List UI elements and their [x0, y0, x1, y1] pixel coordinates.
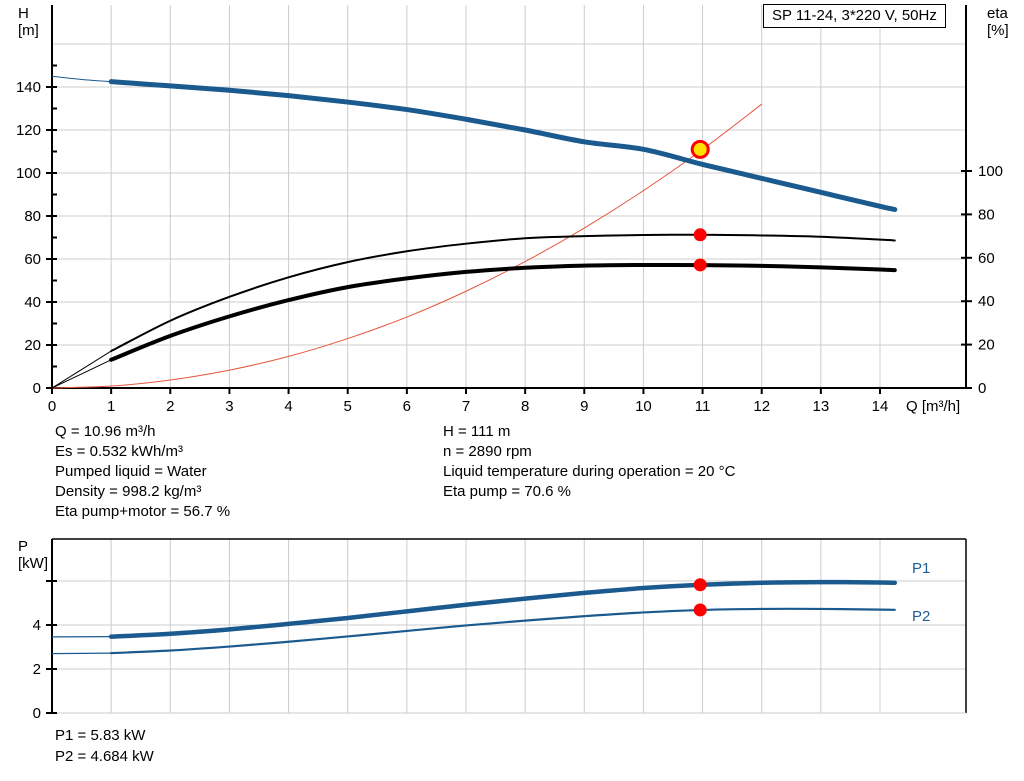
footer-p1: P1 = 5.83 kW	[55, 727, 146, 744]
eta-pump-point[interactable]	[693, 228, 707, 242]
p2-curve-label: P2	[912, 608, 931, 625]
flow-tick-label: 14	[872, 398, 889, 415]
curve-eta pump-leadin	[51, 350, 112, 389]
flow-tick-label: 10	[635, 398, 652, 415]
eta-tick-label: 100	[978, 163, 1003, 180]
flow-tick-label: 9	[580, 398, 588, 415]
power-axis-ticks: 0 2 4	[33, 580, 57, 722]
info-right-3: Eta pump = 70.6 %	[443, 483, 571, 500]
flow-axis-label: Q [m³/h]	[906, 398, 961, 415]
curve-eta pump	[110, 233, 896, 353]
flow-tick-label: 12	[753, 398, 770, 415]
info-right-2: Liquid temperature during operation = 20…	[443, 463, 736, 480]
info-left-1: Es = 0.532 kWh/m³	[55, 443, 183, 460]
power-tick-label: 4	[33, 617, 41, 634]
power-tick-label: 2	[33, 661, 41, 678]
eta-pump-motor-point[interactable]	[693, 258, 707, 272]
curve-P2	[110, 607, 896, 655]
info-right-1: n = 2890 rpm	[443, 443, 532, 460]
gridlines	[52, 5, 966, 388]
head-tick-label: 60	[24, 251, 41, 268]
flow-tick-label: 5	[344, 398, 352, 415]
info-right-0: H = 111 m	[443, 423, 511, 440]
flow-tick-label: 1	[107, 398, 115, 415]
flow-tick-label: 3	[225, 398, 233, 415]
power-plot: 0 2 4	[33, 538, 967, 722]
flow-tick-label: 0	[48, 398, 56, 415]
gridlines	[52, 539, 966, 713]
info-left-4: Eta pump+motor = 56.7 %	[55, 503, 231, 520]
duty-point[interactable]	[690, 139, 710, 159]
footer-p2: P2 = 4.684 kW	[55, 748, 154, 765]
curve-eta pump+motor	[109, 262, 897, 362]
eta-tick-label: 60	[978, 250, 995, 267]
info-left-0: Q = 10.96 m³/h	[55, 423, 156, 440]
info-left-3: Density = 998.2 kg/m³	[55, 483, 202, 500]
head-axis-label: H [m]	[18, 5, 39, 39]
power-axis-label: P [kW]	[18, 538, 48, 572]
plot-frame	[51, 538, 967, 714]
flow-tick-label: 6	[403, 398, 411, 415]
flow-tick-label: 13	[813, 398, 830, 415]
curve-eta pump+motor-leadin	[51, 359, 112, 389]
head-tick-label: 140	[16, 79, 41, 96]
power-tick-label: 0	[33, 705, 41, 722]
head-tick-label: 100	[16, 165, 41, 182]
head-tick-label: 120	[16, 122, 41, 139]
flow-tick-label: 2	[166, 398, 174, 415]
info-left-2: Pumped liquid = Water	[55, 463, 207, 480]
flow-tick-label: 4	[284, 398, 292, 415]
curve-P1	[108, 579, 898, 639]
flow-tick-label: 7	[462, 398, 470, 415]
p1-curve-label: P1	[912, 560, 931, 577]
chart-title-box: SP 11-24, 3*220 V, 50Hz	[763, 4, 946, 28]
eta-axis-label: eta [%]	[987, 5, 1009, 39]
eta-tick-label: 40	[978, 293, 995, 310]
eta-tick-label: 20	[978, 337, 995, 354]
head-tick-label: 20	[24, 337, 41, 354]
bottom-axis-ticks: 0 1 2 3 4 5 6 7 8 9 10 11 12 13 14	[48, 388, 889, 415]
head-tick-label: 0	[33, 380, 41, 397]
curve-system-curve	[51, 103, 763, 389]
flow-tick-label: 11	[695, 398, 711, 415]
head-tick-label: 80	[24, 208, 41, 225]
eta-tick-label: 0	[978, 380, 986, 397]
p2-duty-point[interactable]	[693, 603, 707, 617]
curve-H-leadin	[51, 75, 112, 83]
flow-tick-label: 8	[521, 398, 529, 415]
head-tick-label: 40	[24, 294, 41, 311]
eta-tick-label: 80	[978, 206, 995, 223]
right-axis-ticks: 0 20 40 60 80 100	[961, 163, 1003, 397]
left-axis-ticks: 0 20 40 60 80 100 120 140	[16, 64, 57, 397]
curve-H	[108, 79, 898, 213]
p1-duty-point[interactable]	[693, 578, 707, 592]
